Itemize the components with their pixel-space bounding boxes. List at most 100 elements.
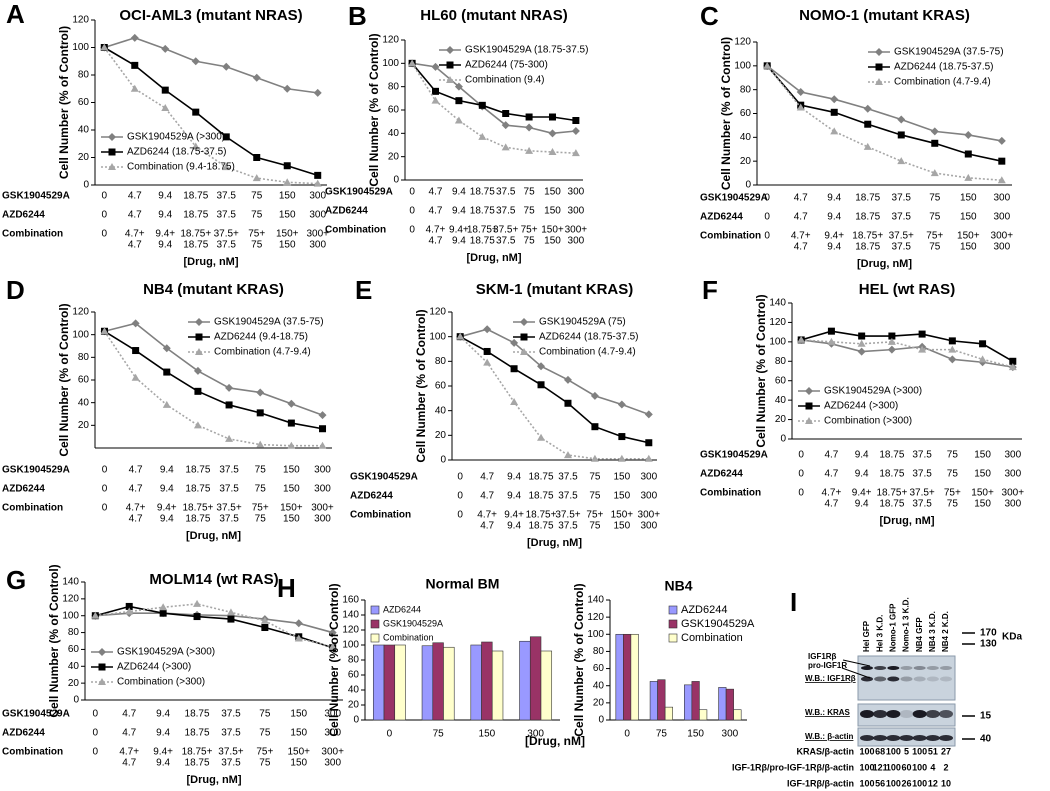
y-axis-label: Cell Number (% of Control) [572,583,586,736]
dose-cell: 300 [1004,499,1021,510]
marker [591,423,599,431]
dose-cell: 75 [929,242,941,253]
dose-cell: 4.7 [429,187,443,198]
legend-label: Combination (9.4) [465,75,544,86]
dose-cell: 4.7 [122,758,136,769]
dose-cell: 150 [283,484,300,495]
dose-row-label: AZD6244 [2,210,45,221]
marker [193,613,201,621]
dose-cell: 37.5 [558,472,578,483]
chart-title: MOLM14 (wt RAS) [149,571,278,588]
dose-cell: 4.7 [824,469,838,480]
dose-row-label: GSK1904529A [2,709,70,720]
legend-label: GSK1904529A (18.75-37.5) [465,45,588,56]
marker [857,339,866,347]
marker [510,365,518,373]
dose-row-label: Combination [2,229,63,240]
dose-cell: 300 [309,191,326,202]
dose-cell: 18.75 [185,758,210,769]
x-tick-label: 0 [387,729,393,740]
marker [548,129,557,138]
marker [1008,363,1017,371]
dose-cell: 18.75 [879,450,904,461]
dose-cell: 300+ [638,510,661,521]
dose-cell: 75+ [252,503,269,514]
dose-cell: 300+ [306,229,329,240]
dose-cell: 9.4+ [153,747,173,758]
series-line [104,330,323,430]
y-tick-label: 20 [593,697,605,708]
y-axis-label: Cell Number (% of Control) [414,309,428,462]
x-tick-label: 75 [656,729,668,740]
marker [887,345,896,354]
lane-label: Hel GFP [862,620,871,652]
marker [520,318,528,326]
dose-cell: 4.7 [824,450,838,461]
blot-band [939,735,953,741]
dose-cell: 37.5+ [889,231,914,242]
y-tick-label: 120 [72,15,89,26]
marker [318,411,327,420]
marker [100,327,109,335]
dose-cell: 9.4 [452,187,466,198]
dose-cell: 9.4 [156,758,170,769]
dose-cell: 300 [324,758,341,769]
dose-cell: 37.5 [912,450,932,461]
marker [193,421,202,429]
x-axis-label: [Drug, nM] [187,774,242,786]
y-tick-label: 120 [72,307,89,318]
marker [644,454,653,462]
marker [571,127,580,135]
legend-swatch [668,633,678,643]
legend-label: GSK1904529A (37.5-75) [214,317,324,328]
chart-title: Normal BM [426,576,500,592]
dose-cell: 4.7 [129,465,143,476]
dose-cell: 9.4 [855,450,869,461]
dose-cell: 300 [314,484,331,495]
marker [195,333,203,341]
dose-cell: 18.75 [855,242,880,253]
marker [108,133,116,141]
y-tick-label: 60 [775,375,787,386]
dose-cell: 0 [798,450,804,461]
marker [328,628,337,637]
marker [875,63,883,71]
marker [931,139,939,147]
quant-value: 100 [912,746,927,756]
marker [318,441,327,449]
dose-cell: 37.5 [219,465,239,476]
bar [718,687,727,721]
bar [615,633,624,721]
marker [256,409,264,417]
marker [997,176,1006,184]
dose-cell: 9.4 [452,236,466,247]
dose-cell: 150 [544,187,561,198]
dose-cell: 75 [251,210,263,221]
marker [501,143,510,151]
bar [649,681,658,721]
y-tick-label: 0 [745,180,751,191]
dose-row-label: GSK1904529A [350,472,418,483]
dose-cell: 75 [947,499,959,510]
marker [432,87,440,95]
blot-band [860,710,874,718]
dose-cell: 75+ [926,231,943,242]
dose-cell: 300 [640,472,657,483]
dose-cell: 18.75 [183,191,208,202]
dose-cell: 75 [524,187,536,198]
marker [525,113,533,121]
dose-cell: 4.7 [824,499,838,510]
bar [383,644,396,721]
marker [548,148,557,155]
marker [830,95,839,104]
lane-label: Hel 3 K.D. [875,615,884,652]
dose-cell: 4.7 [129,514,143,525]
dose-cell: 4.7+ [119,747,139,758]
dose-cell: 150+ [611,510,634,521]
x-tick-label: 300 [527,729,544,740]
wb-label: W.B.: β-actin [805,732,854,741]
marker [520,348,528,355]
marker [796,88,805,97]
marker [563,451,572,459]
dose-cell: 150 [290,728,307,739]
